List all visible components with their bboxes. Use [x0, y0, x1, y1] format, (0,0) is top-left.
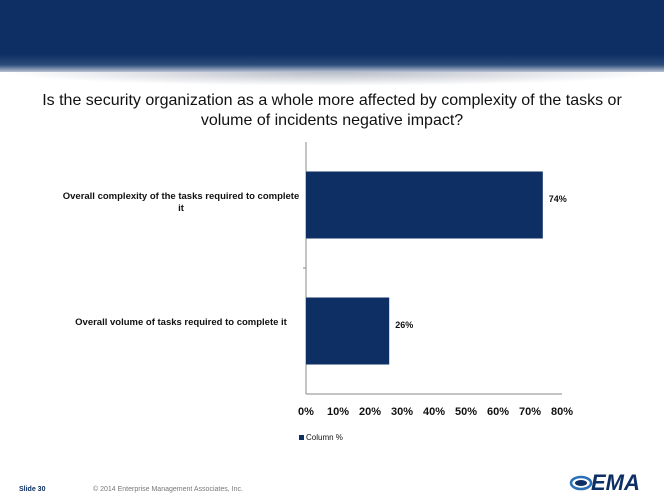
bar — [306, 297, 390, 365]
x-tick-label: 20% — [359, 406, 381, 418]
x-tick-label: 10% — [327, 406, 349, 418]
copyright-text: © 2014 Enterprise Management Associates,… — [93, 486, 243, 493]
x-tick-label: 60% — [487, 406, 509, 418]
ema-logo: EMA — [569, 470, 640, 494]
category-label: Overall volume of tasks required to comp… — [75, 317, 287, 328]
data-label: 74% — [549, 194, 567, 204]
x-tick-label: 50% — [455, 406, 477, 418]
bar — [306, 171, 543, 239]
chart-title: Is the security organization as a whole … — [42, 92, 622, 129]
legend: Column % — [299, 433, 343, 442]
x-tick-label: 0% — [298, 406, 314, 418]
x-tick-label: 80% — [551, 406, 573, 418]
legend-label: Column % — [306, 433, 343, 442]
category-label: Overall complexity of the tasks required… — [62, 191, 300, 214]
x-tick-label: 70% — [519, 406, 541, 418]
legend-swatch — [299, 435, 304, 440]
header-band — [0, 0, 664, 72]
x-tick-label: 40% — [423, 406, 445, 418]
x-tick-label: 30% — [391, 406, 413, 418]
slide-number: Slide 30 — [19, 486, 46, 493]
data-label: 26% — [395, 320, 413, 330]
logo-text: EMA — [591, 470, 640, 494]
header-shadow — [0, 72, 664, 86]
